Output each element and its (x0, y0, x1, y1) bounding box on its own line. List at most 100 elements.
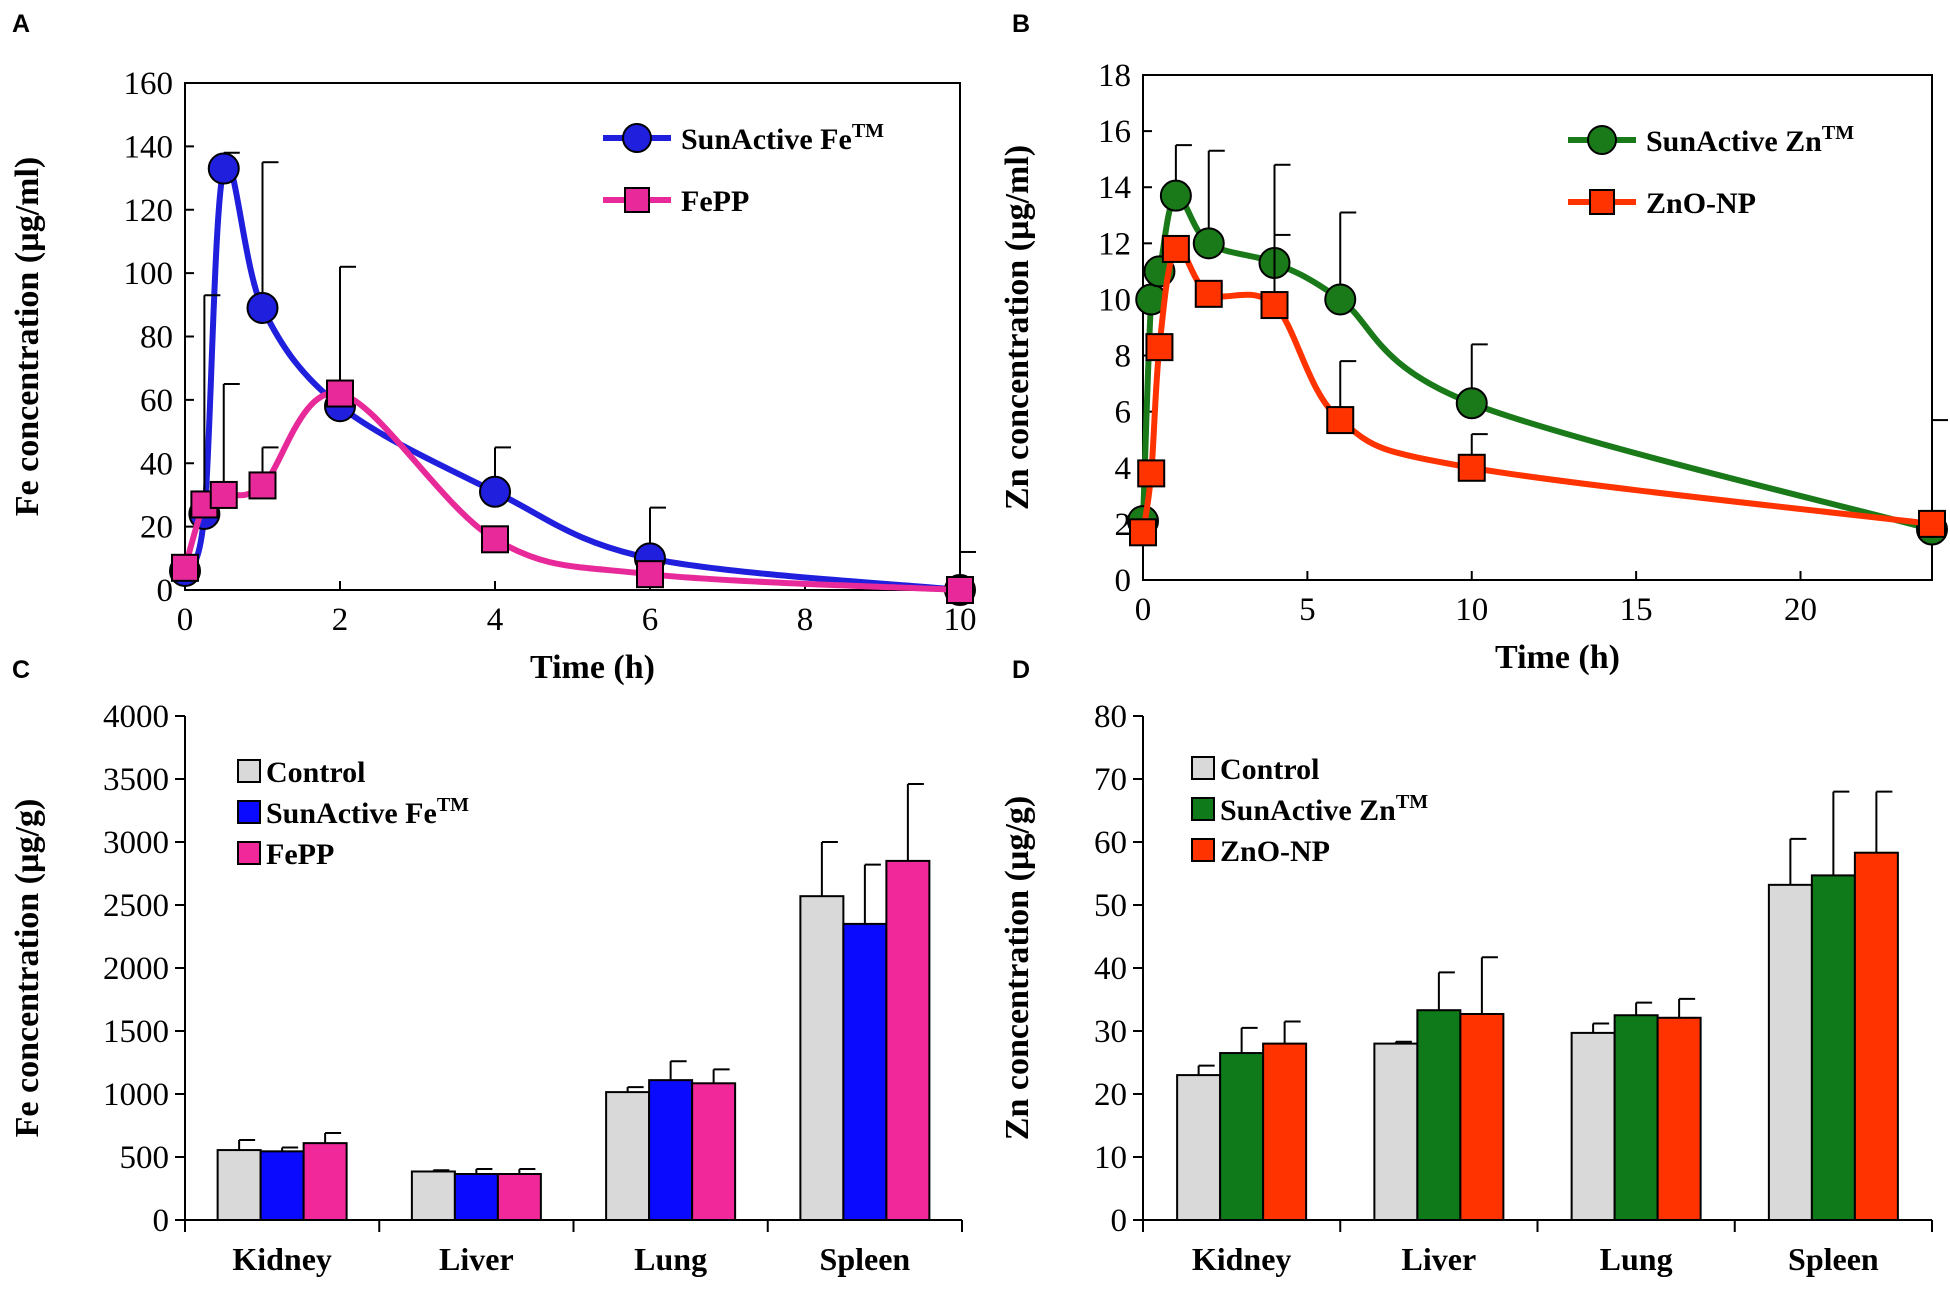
y-tick-label: 18 (1098, 58, 1131, 94)
y-tick-label: 0 (153, 1203, 170, 1239)
x-tick-label: 5 (1299, 592, 1316, 628)
x-tick-label: 10 (1455, 592, 1488, 628)
legend-superscript: TM (852, 120, 884, 142)
legend-swatch (237, 759, 261, 783)
data-point (246, 291, 279, 324)
bar (216, 1149, 262, 1221)
series-line (1140, 244, 1933, 533)
legend-label: ZnO-NP (1220, 835, 1330, 868)
bar (799, 895, 845, 1221)
bar (1373, 1042, 1419, 1221)
data-point (1137, 459, 1166, 488)
panel-label: C (12, 656, 30, 684)
y-tick-label: 100 (124, 256, 174, 292)
legend-label: SunActive ZnTM (1220, 791, 1428, 827)
y-tick-label: 2000 (103, 951, 169, 987)
y-tick-label: 50 (1094, 888, 1127, 924)
y-tick-label: 20 (140, 510, 173, 546)
legend-label: SunActive FeTM (266, 794, 469, 830)
y-tick-label: 40 (1094, 951, 1127, 987)
x-tick-label: 4 (487, 602, 504, 638)
data-point (171, 553, 199, 582)
legend-superscript: TM (1396, 791, 1428, 813)
series-1 (171, 265, 974, 604)
y-tick-label: 160 (124, 66, 174, 102)
y-tick-label: 10 (1094, 1140, 1127, 1176)
y-tick-label: 2 (1115, 507, 1132, 543)
y-tick-label: 40 (140, 446, 173, 482)
y-tick-label: 140 (124, 129, 174, 165)
panel-label: A (12, 10, 30, 38)
x-tick-label: 8 (797, 602, 814, 638)
bar (1613, 1014, 1659, 1221)
y-tick-label: 16 (1098, 114, 1131, 150)
data-point (1918, 509, 1946, 538)
y-tick-label: 80 (1094, 699, 1127, 735)
y-tick-label: 0 (1111, 1203, 1128, 1239)
data-point (1129, 518, 1157, 547)
data-point (1324, 283, 1357, 316)
legend-name: ZnO-NP (1646, 187, 1756, 220)
y-tick-label: 10 (1098, 282, 1131, 318)
legend-marker (1587, 125, 1617, 155)
legend-name: SunActive Zn (1220, 794, 1396, 827)
bar (1416, 1009, 1462, 1222)
y-tick-label: 3500 (103, 762, 169, 798)
legend-marker (1589, 189, 1615, 215)
x-axis-label: Time (h) (530, 649, 655, 686)
data-point (479, 475, 511, 508)
bar (842, 922, 888, 1222)
series-1 (1129, 233, 1946, 547)
bar (648, 1079, 694, 1222)
y-tick-label: 0 (1115, 563, 1132, 599)
plot-frame (184, 82, 961, 591)
bar (453, 1173, 499, 1222)
y-axis-label: Fe concentration (µg/ml) (9, 157, 46, 517)
legend-marker (624, 187, 650, 213)
x-tick-label: 0 (177, 602, 194, 638)
data-point (209, 480, 238, 509)
bar (1219, 1052, 1265, 1222)
y-tick-label: 4 (1115, 451, 1132, 487)
series-0 (1127, 144, 1948, 546)
data-point (636, 560, 664, 589)
category-label: Spleen (1788, 1241, 1879, 1277)
panel-label: D (1012, 656, 1030, 684)
legend-swatch (1191, 797, 1215, 821)
y-tick-label: 12 (1098, 226, 1131, 262)
bar (496, 1173, 542, 1222)
legend-name: SunActive Zn (1646, 125, 1822, 158)
x-tick-label: 10 (944, 602, 977, 638)
bar (1262, 1042, 1308, 1221)
data-point (1192, 227, 1225, 260)
legend-superscript: TM (1822, 122, 1854, 144)
bar (1459, 1012, 1505, 1221)
x-tick-label: 20 (1784, 592, 1817, 628)
y-tick-label: 1000 (103, 1077, 169, 1113)
bar (1656, 1016, 1702, 1222)
category-label: Kidney (1192, 1241, 1292, 1277)
x-tick-label: 15 (1620, 592, 1653, 628)
category-label: Lung (634, 1241, 707, 1277)
panel-d: D 0 10 20 30 40 50 60 70 80 Zn concentration (µg/g… (999, 656, 1933, 1277)
bar (1853, 851, 1899, 1222)
legend-swatch (1191, 756, 1215, 780)
legend-name: SunActive Fe (266, 797, 437, 830)
data-point (326, 379, 354, 408)
legend-label: Control (266, 756, 365, 789)
legend-label: SunActive FeTM (681, 120, 884, 156)
data-point (1145, 333, 1174, 362)
x-tick-label: 2 (332, 602, 349, 638)
y-tick-label: 1500 (103, 1014, 169, 1050)
x-tick-label: 0 (1135, 592, 1152, 628)
y-tick-label: 14 (1098, 170, 1131, 206)
data-point (1260, 291, 1289, 320)
legend-name: FePP (266, 838, 334, 871)
y-tick-label: 70 (1094, 762, 1127, 798)
bar (1570, 1031, 1616, 1222)
data-point (1326, 406, 1355, 435)
bar (1767, 883, 1813, 1222)
legend-name: SunActive Fe (681, 123, 852, 156)
y-tick-label: 60 (1094, 825, 1127, 861)
